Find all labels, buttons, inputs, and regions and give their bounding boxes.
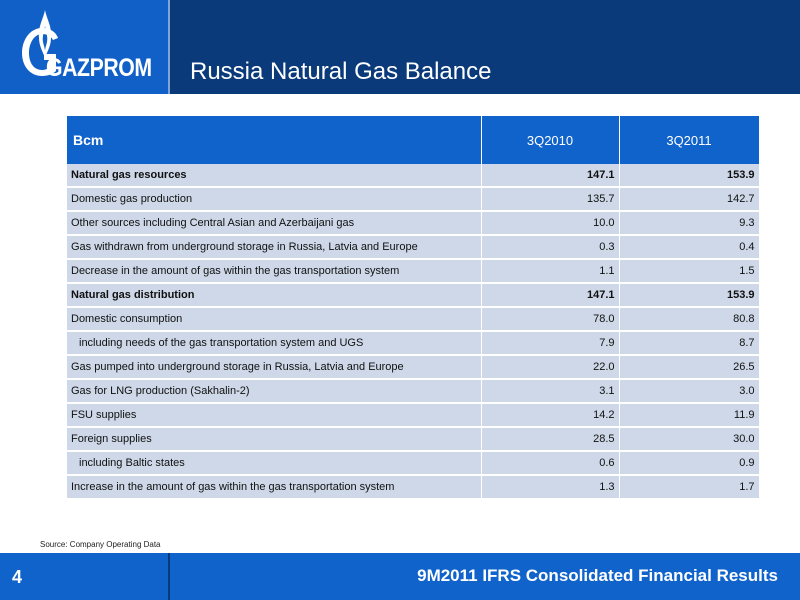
value-3q2011: 26.5 [619, 355, 760, 380]
footer-divider [168, 553, 170, 600]
table-row: Gas for LNG production (Sakhalin-2) 3.1 … [67, 379, 760, 404]
value-3q2010: 14.2 [481, 403, 620, 428]
footer-title: 9M2011 IFRS Consolidated Financial Resul… [417, 566, 778, 585]
value-3q2011: 1.5 [619, 259, 760, 284]
table-row: Domestic consumption 78.0 80.8 [67, 307, 760, 332]
value-3q2010: 135.7 [481, 187, 620, 212]
row-label: FSU supplies [67, 403, 482, 428]
page-title: Russia Natural Gas Balance [190, 58, 492, 85]
value-3q2011: 0.4 [619, 235, 760, 260]
row-label: Gas for LNG production (Sakhalin-2) [67, 379, 482, 404]
row-label: Gas pumped into underground storage in R… [67, 355, 482, 380]
value-3q2011: 1.7 [619, 475, 760, 500]
row-label: Natural gas resources [67, 164, 482, 188]
table-row: Natural gas resources 147.1 153.9 [67, 164, 760, 188]
value-3q2010: 28.5 [481, 427, 620, 452]
table-row: Gas withdrawn from underground storage i… [67, 235, 760, 260]
value-3q2010: 78.0 [481, 307, 620, 332]
value-3q2011: 3.0 [619, 379, 760, 404]
value-3q2010: 147.1 [481, 283, 620, 308]
column-header-3q2011: 3Q2011 [619, 116, 760, 164]
gas-balance-table: Bcm 3Q2010 3Q2011 Natural gas resources … [67, 116, 760, 500]
slide-footer: 4 9M2011 IFRS Consolidated Financial Res… [0, 553, 800, 600]
row-label: Domestic gas production [67, 187, 482, 212]
slide-header: GAZPROM Russia Natural Gas Balance [0, 0, 800, 94]
table-row: Natural gas distribution 147.1 153.9 [67, 283, 760, 308]
value-3q2010: 147.1 [481, 164, 620, 188]
value-3q2010: 1.1 [481, 259, 620, 284]
table-row: including Baltic states 0.6 0.9 [67, 451, 760, 476]
value-3q2011: 153.9 [619, 283, 760, 308]
column-header-3q2010: 3Q2010 [481, 116, 620, 164]
row-label: including needs of the gas transportatio… [67, 331, 482, 356]
table-row: Gas pumped into underground storage in R… [67, 355, 760, 380]
table-header-row: Bcm 3Q2010 3Q2011 [67, 116, 760, 164]
row-label: Foreign supplies [67, 427, 482, 452]
gazprom-logo: GAZPROM [0, 0, 170, 94]
gazprom-flame-icon [22, 10, 58, 76]
value-3q2011: 153.9 [619, 164, 760, 188]
value-3q2010: 7.9 [481, 331, 620, 356]
row-label: Decrease in the amount of gas within the… [67, 259, 482, 284]
row-label: Gas withdrawn from underground storage i… [67, 235, 482, 260]
value-3q2011: 8.7 [619, 331, 760, 356]
gas-balance-table-container: Bcm 3Q2010 3Q2011 Natural gas resources … [67, 116, 760, 500]
value-3q2010: 22.0 [481, 355, 620, 380]
value-3q2011: 80.8 [619, 307, 760, 332]
table-row: including needs of the gas transportatio… [67, 331, 760, 356]
table-row: Other sources including Central Asian an… [67, 211, 760, 236]
logo-text: GAZPROM [46, 54, 152, 82]
table-row: FSU supplies 14.2 11.9 [67, 403, 760, 428]
value-3q2011: 0.9 [619, 451, 760, 476]
value-3q2011: 142.7 [619, 187, 760, 212]
value-3q2010: 0.6 [481, 451, 620, 476]
table-row: Decrease in the amount of gas within the… [67, 259, 760, 284]
value-3q2010: 1.3 [481, 475, 620, 500]
row-label: including Baltic states [67, 451, 482, 476]
row-label: Other sources including Central Asian an… [67, 211, 482, 236]
row-label: Natural gas distribution [67, 283, 482, 308]
value-3q2010: 10.0 [481, 211, 620, 236]
value-3q2010: 0.3 [481, 235, 620, 260]
value-3q2011: 30.0 [619, 427, 760, 452]
column-header-unit: Bcm [67, 116, 482, 164]
table-row: Foreign supplies 28.5 30.0 [67, 427, 760, 452]
row-label: Domestic consumption [67, 307, 482, 332]
table-row: Domestic gas production 135.7 142.7 [67, 187, 760, 212]
value-3q2011: 11.9 [619, 403, 760, 428]
row-label: Increase in the amount of gas within the… [67, 475, 482, 500]
source-note: Source: Company Operating Data [40, 540, 161, 549]
value-3q2010: 3.1 [481, 379, 620, 404]
page-number: 4 [12, 567, 23, 587]
value-3q2011: 9.3 [619, 211, 760, 236]
table-row: Increase in the amount of gas within the… [67, 475, 760, 500]
